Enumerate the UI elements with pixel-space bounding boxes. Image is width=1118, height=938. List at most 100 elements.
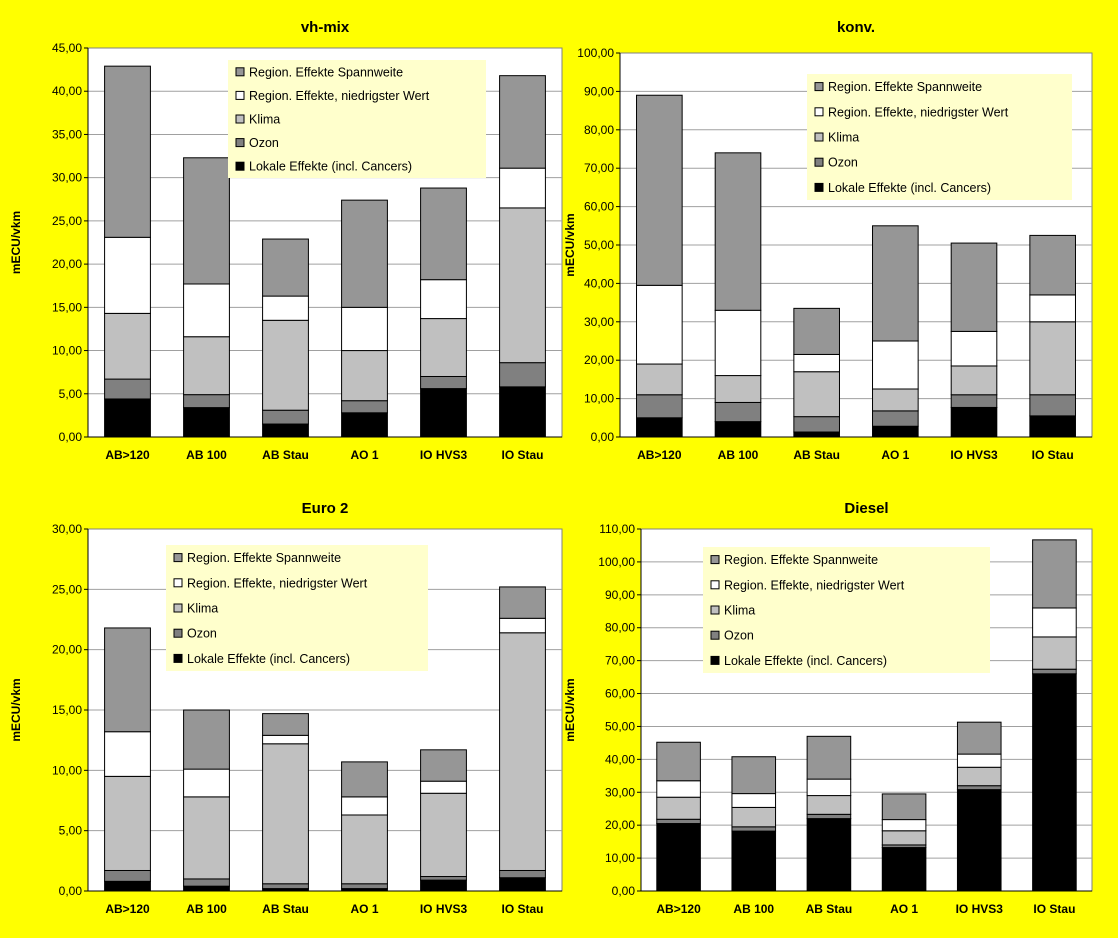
legend-entry-ozon: Ozon	[828, 156, 858, 170]
legend-entry-ozon: Ozon	[724, 629, 754, 643]
bar-segment-region-effekte-niedrigster-wert	[731, 793, 777, 808]
bar-segment-lokale-effekte-incl-cancers	[714, 421, 762, 438]
bar-segment-region-effekte-spannweite	[956, 721, 1002, 755]
bar-segment-klima	[341, 350, 388, 402]
y-tick-label: 60,00	[584, 200, 614, 214]
x-tick-label: AB>120	[105, 902, 150, 916]
x-tick-label: IO HVS3	[950, 448, 998, 462]
legend-swatch-klima	[710, 605, 720, 615]
y-tick-label: 80,00	[584, 123, 614, 137]
bar-segment-lokale-effekte-incl-cancers	[104, 398, 151, 438]
chart-konv: 0,00 10,00 20,00 30,00 40,00 50,00 60,00 70,00 8…	[563, 19, 1093, 462]
bar-segment-region-effekte-spannweite	[341, 199, 388, 308]
bar-segment-ozon	[499, 869, 546, 879]
bar-segment-klima	[1029, 321, 1076, 396]
bar-segment-ozon	[499, 362, 546, 388]
legend-swatch-lokale-effekte-incl-cancers	[173, 653, 183, 663]
legend-entry-region-effekte-niedrigster-wert: Region. Effekte, niedrigster Wert	[828, 105, 1009, 119]
bar-segment-lokale-effekte-incl-cancers	[872, 425, 919, 438]
y-tick-label: 40,00	[52, 84, 82, 98]
y-tick-label: 20,00	[52, 643, 82, 657]
y-tick-label: 0,00	[591, 430, 615, 444]
y-tick-label: 25,00	[52, 582, 82, 596]
legend-swatch-ozon	[710, 630, 720, 640]
x-tick-label: AO 1	[350, 902, 378, 916]
chart-title: Euro 2	[302, 500, 349, 517]
y-tick-label: 45,00	[52, 41, 82, 55]
bar-segment-region-effekte-spannweite	[262, 238, 309, 297]
bar-segment-region-effekte-spannweite	[104, 65, 151, 238]
x-tick-label: AB>120	[637, 448, 682, 462]
legend-entry-lokale-effekte-incl-cancers: Lokale Effekte (incl. Cancers)	[249, 160, 412, 174]
bar-segment-region-effekte-niedrigster-wert	[872, 340, 919, 390]
bar-segment-region-effekte-spannweite	[714, 152, 762, 311]
x-tick-label: IO HVS3	[420, 902, 468, 916]
bar-segment-klima	[499, 207, 546, 364]
y-tick-label: 10,00	[52, 763, 82, 777]
legend-entry-klima: Klima	[249, 113, 280, 127]
bar-segment-klima	[262, 743, 309, 885]
bar-segment-region-effekte-spannweite	[793, 307, 840, 355]
bar-segment-region-effekte-spannweite	[881, 793, 927, 821]
y-tick-label: 90,00	[605, 588, 635, 602]
x-tick-label: AB 100	[186, 448, 227, 462]
bar-segment-ozon	[656, 818, 701, 825]
bar-segment-region-effekte-niedrigster-wert	[262, 734, 309, 745]
y-tick-label: 50,00	[605, 719, 635, 733]
bar-segment-region-effekte-niedrigster-wert	[499, 617, 546, 634]
bar-segment-lokale-effekte-incl-cancers	[499, 877, 546, 892]
bar-segment-ozon	[420, 876, 467, 881]
bar-segment-lokale-effekte-incl-cancers	[341, 412, 388, 438]
y-tick-label: 15,00	[52, 300, 82, 314]
bar-segment-ozon	[731, 826, 777, 832]
x-tick-label: IO Stau	[1033, 902, 1075, 916]
bar-segment-lokale-effekte-incl-cancers	[950, 406, 998, 438]
bar-segment-ozon	[1032, 668, 1077, 675]
legend-swatch-klima	[814, 132, 824, 142]
legend-entry-region-effekte-niedrigster-wert: Region. Effekte, niedrigster Wert	[187, 576, 368, 590]
bar-segment-klima	[341, 814, 388, 885]
legend-entry-region-effekte-niedrigster-wert: Region. Effekte, niedrigster Wert	[724, 578, 905, 592]
bar-segment-ozon	[420, 375, 467, 390]
bar-segment-lokale-effekte-incl-cancers	[881, 847, 927, 892]
y-tick-label: 5,00	[59, 824, 83, 838]
bar-segment-ozon	[262, 409, 309, 425]
y-tick-label: 15,00	[52, 703, 82, 717]
bar-segment-lokale-effekte-incl-cancers	[104, 880, 151, 892]
legend-swatch-region-effekte-spannweite	[814, 82, 824, 92]
bar-segment-region-effekte-spannweite	[806, 735, 852, 780]
y-tick-label: 110,00	[599, 522, 635, 536]
chart-euro-2: 0,00 5,00 10,00 15,00 20,00 25,00 30,00 AB>120 A…	[9, 500, 563, 916]
bar-segment-region-effekte-spannweite	[183, 157, 230, 285]
x-tick-label: AB>120	[105, 448, 150, 462]
bar-segment-region-effekte-niedrigster-wert	[262, 295, 309, 321]
legend-entry-klima: Klima	[187, 602, 218, 616]
bar-segment-region-effekte-niedrigster-wert	[104, 236, 151, 314]
legend-swatch-klima	[235, 114, 245, 124]
y-tick-label: 40,00	[605, 752, 635, 766]
bar-segment-region-effekte-niedrigster-wert	[420, 279, 467, 320]
legend-swatch-lokale-effekte-incl-cancers	[235, 161, 245, 171]
y-tick-label: 30,00	[584, 315, 614, 329]
bar-segment-region-effekte-niedrigster-wert	[104, 731, 151, 777]
legend-swatch-region-effekte-spannweite	[710, 555, 720, 565]
bar-segment-region-effekte-spannweite	[656, 741, 701, 782]
legend-swatch-ozon	[235, 138, 245, 148]
x-tick-label: AB Stau	[806, 902, 853, 916]
bar-segment-region-effekte-niedrigster-wert	[950, 330, 998, 367]
bar-segment-region-effekte-niedrigster-wert	[956, 753, 1002, 768]
bar-segment-region-effekte-niedrigster-wert	[656, 780, 701, 798]
y-tick-label: 30,00	[52, 522, 82, 536]
bar-segment-ozon	[714, 401, 762, 423]
bar-segment-region-effekte-niedrigster-wert	[183, 768, 230, 798]
bar-segment-region-effekte-spannweite	[872, 225, 919, 342]
bar-segment-lokale-effekte-incl-cancers	[956, 789, 1002, 892]
bar-segment-region-effekte-spannweite	[420, 187, 467, 281]
y-axis-label: mECU/vkm	[563, 213, 577, 276]
bar-segment-lokale-effekte-incl-cancers	[1029, 415, 1076, 438]
bar-segment-ozon	[806, 813, 852, 820]
y-axis-label: mECU/vkm	[563, 678, 577, 741]
y-tick-label: 0,00	[59, 884, 83, 898]
bar-segment-klima	[420, 792, 467, 878]
